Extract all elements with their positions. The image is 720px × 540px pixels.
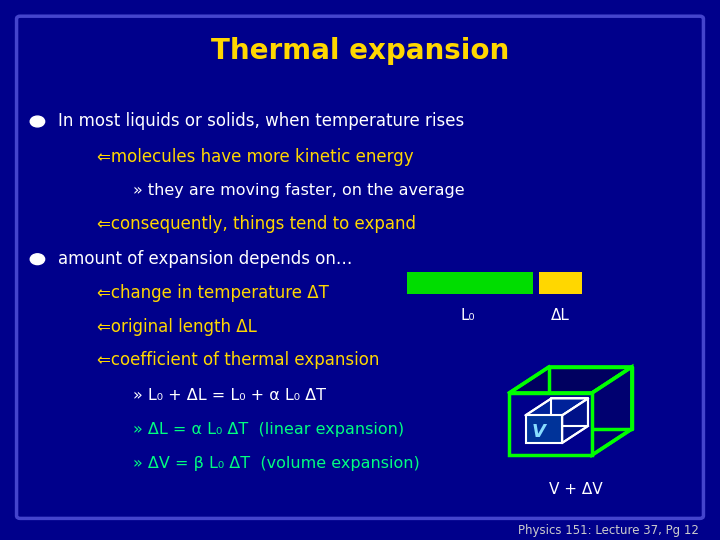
Text: » ΔV = β L₀ ΔT  (volume expansion): » ΔV = β L₀ ΔT (volume expansion) (133, 456, 420, 471)
Polygon shape (510, 367, 632, 393)
Polygon shape (526, 415, 562, 443)
FancyBboxPatch shape (17, 16, 703, 518)
Text: V + ΔV: V + ΔV (549, 482, 603, 497)
Text: ⇐coefficient of thermal expansion: ⇐coefficient of thermal expansion (97, 351, 379, 369)
Text: In most liquids or solids, when temperature rises: In most liquids or solids, when temperat… (58, 112, 464, 131)
Bar (539, 272, 582, 294)
Text: » L₀ + ΔL = L₀ + α L₀ ΔT: » L₀ + ΔL = L₀ + α L₀ ΔT (133, 388, 326, 403)
Text: V: V (531, 423, 546, 441)
Text: amount of expansion depends on…: amount of expansion depends on… (58, 250, 352, 268)
Text: Thermal expansion: Thermal expansion (211, 37, 509, 65)
Text: » they are moving faster, on the average: » they are moving faster, on the average (133, 183, 465, 198)
Text: Physics 151: Lecture 37, Pg 12: Physics 151: Lecture 37, Pg 12 (518, 524, 698, 537)
Text: ⇐molecules have more kinetic energy: ⇐molecules have more kinetic energy (97, 147, 414, 166)
Polygon shape (562, 399, 588, 443)
Text: ΔL: ΔL (551, 308, 570, 323)
Text: ⇐change in temperature ΔT: ⇐change in temperature ΔT (97, 284, 329, 302)
Polygon shape (510, 393, 593, 455)
Text: ⇐original length ΔL: ⇐original length ΔL (97, 318, 257, 336)
Circle shape (30, 254, 45, 265)
Text: ⇐consequently, things tend to expand: ⇐consequently, things tend to expand (97, 215, 416, 233)
Polygon shape (593, 367, 632, 455)
Circle shape (30, 116, 45, 127)
Bar (407, 272, 533, 294)
Polygon shape (526, 399, 588, 415)
Text: » ΔL = α L₀ ΔT  (linear expansion): » ΔL = α L₀ ΔT (linear expansion) (133, 422, 405, 437)
Text: L₀: L₀ (461, 308, 475, 323)
